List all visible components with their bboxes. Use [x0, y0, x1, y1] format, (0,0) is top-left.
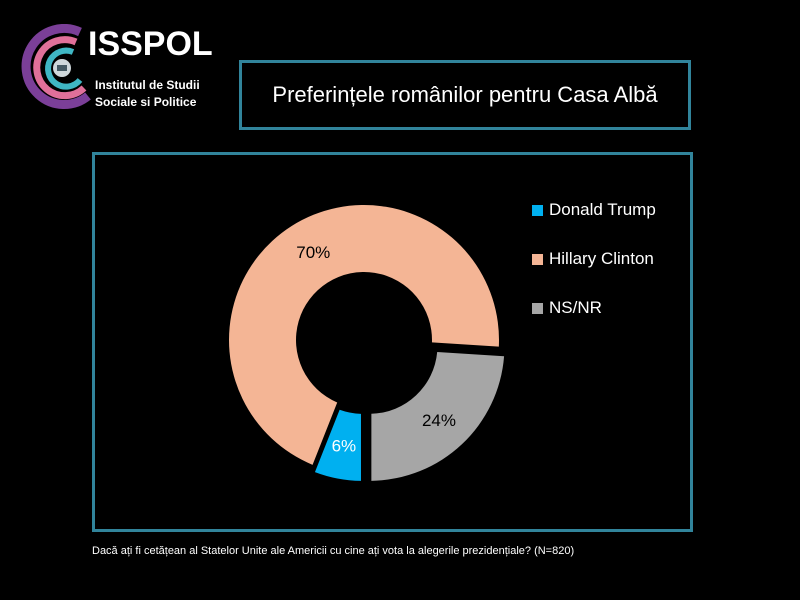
legend-item-clinton: Hillary Clinton: [532, 249, 654, 269]
legend-label: Hillary Clinton: [549, 249, 654, 268]
chart-title: Preferințele românilor pentru Casa Albă: [239, 60, 691, 130]
logo-name: ISSPOL: [88, 25, 213, 63]
legend-swatch: [532, 302, 543, 314]
legend-swatch: [532, 204, 543, 216]
legend-swatch: [532, 253, 543, 265]
title-text: Preferințele românilor pentru Casa Albă: [272, 82, 658, 107]
isspol-logo: ISSPOL Institutul de Studii Sociale si P…: [18, 24, 218, 114]
footnote: Dacă ați fi cetățean al Statelor Unite a…: [92, 545, 575, 557]
logo-subtitle-1: Institutul de Studii: [95, 78, 200, 92]
legend-label: Donald Trump: [549, 200, 656, 219]
chart-frame: [92, 152, 693, 532]
legend-item-trump: Donald Trump: [532, 200, 656, 220]
logo-subtitle-2: Sociale si Politice: [95, 95, 197, 109]
logo-mark-icon: [21, 24, 91, 109]
legend-item-nsnr: NS/NR: [532, 298, 602, 318]
legend-label: NS/NR: [549, 298, 602, 317]
